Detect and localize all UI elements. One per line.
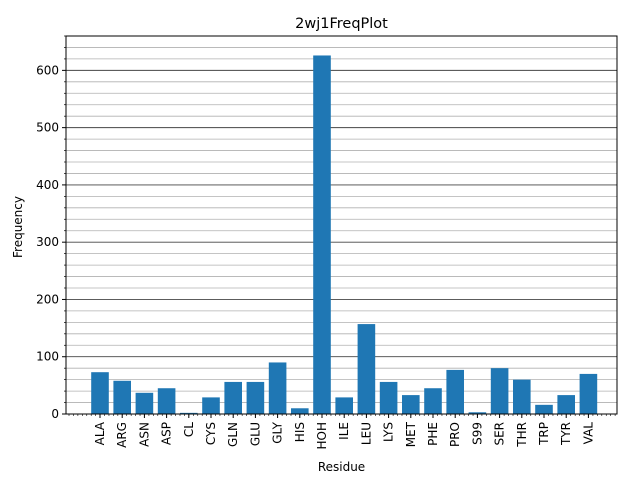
x-tick-label: PHE	[426, 422, 440, 446]
x-tick-label: THR	[515, 422, 529, 448]
bar-pro	[446, 369, 464, 414]
x-tick-label: VAL	[581, 422, 595, 445]
bar-leu	[357, 324, 376, 414]
x-tick-label: CYS	[204, 422, 218, 445]
y-tick-label: 200	[36, 292, 59, 306]
x-tick-label: MET	[404, 421, 418, 447]
x-tick-label: ASP	[160, 422, 174, 445]
bar-gly	[268, 362, 287, 414]
x-tick-label: PRO	[448, 422, 462, 447]
x-tick-label: TRP	[537, 422, 551, 446]
y-tick-label: 0	[51, 407, 59, 421]
x-tick-label: ILE	[337, 422, 351, 440]
x-axis-ticks: ALA ARG ASN ASP CL CYS GLN GLU GLY HIS HOH ILE LEU LY…	[68, 414, 616, 450]
bar-trp	[535, 404, 553, 414]
bar-ser	[490, 368, 509, 414]
bar-s99	[468, 412, 487, 414]
bar-met	[402, 395, 420, 414]
x-tick-label: SER	[493, 422, 507, 446]
bar-cl	[180, 412, 198, 414]
chart-title: 2wj1FreqPlot	[295, 16, 388, 32]
x-axis-label: Residue	[318, 460, 365, 474]
bar-hoh	[313, 55, 331, 415]
x-tick-label: ALA	[93, 421, 107, 445]
y-tick-label: 400	[36, 178, 59, 192]
bar-cys	[202, 397, 220, 414]
bar-phe	[424, 388, 442, 414]
plot-area-frame	[65, 35, 618, 415]
y-axis-ticks: 0 100 200 300 400 500 600	[36, 35, 66, 421]
x-tick-label: CL	[182, 422, 196, 437]
bar-lys	[379, 381, 398, 414]
x-tick-label: LEU	[359, 422, 373, 445]
x-tick-label: HIS	[293, 422, 307, 442]
y-tick-label: 500	[36, 121, 59, 135]
x-tick-label: GLN	[226, 422, 240, 447]
x-tick-label: ASN	[137, 422, 151, 447]
x-tick-label: GLU	[248, 422, 262, 446]
bar-ala	[91, 372, 109, 414]
bar-asp	[157, 388, 176, 414]
bars-group	[91, 55, 598, 415]
bar-tyr	[557, 395, 575, 414]
x-tick-label: TYR	[559, 422, 573, 446]
x-tick-label: S99	[470, 422, 484, 445]
bar-his	[291, 408, 309, 414]
y-tick-label: 600	[36, 63, 59, 77]
bar-arg	[113, 380, 131, 414]
bar-val	[579, 373, 598, 414]
y-tick-label: 100	[36, 350, 59, 364]
major-gridlines	[66, 69, 617, 358]
bar-glu	[246, 381, 265, 414]
y-axis-label: Frequency	[11, 196, 25, 258]
x-tick-label: HOH	[315, 422, 329, 450]
bar-ile	[335, 397, 353, 414]
x-tick-label: LYS	[382, 422, 396, 442]
bar-gln	[224, 381, 242, 414]
x-tick-label: GLY	[271, 421, 285, 443]
bar-asn	[135, 392, 154, 414]
x-tick-label: ARG	[115, 422, 129, 448]
minor-gridlines	[66, 35, 617, 403]
bar-thr	[513, 379, 531, 414]
y-tick-label: 300	[36, 235, 59, 249]
